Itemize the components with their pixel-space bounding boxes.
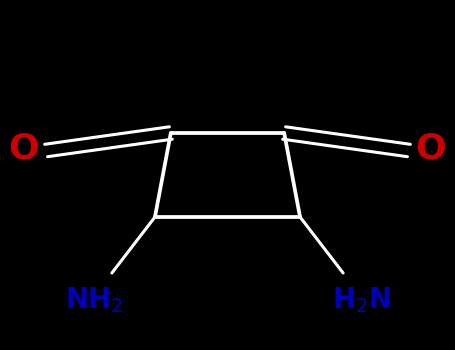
- Text: O: O: [416, 132, 446, 166]
- Text: H$_2$N: H$_2$N: [332, 285, 391, 315]
- Text: NH$_2$: NH$_2$: [65, 285, 123, 315]
- Text: O: O: [9, 132, 39, 166]
